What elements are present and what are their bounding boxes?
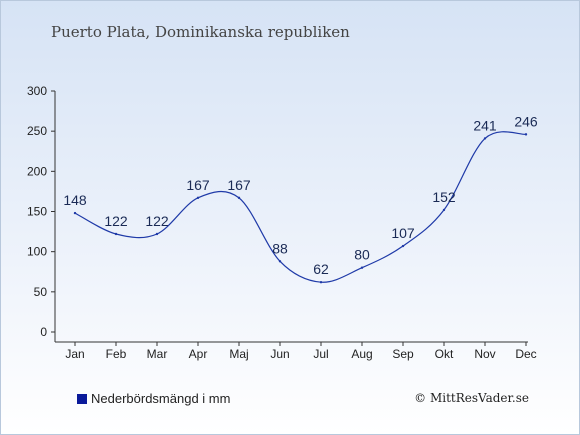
x-tick-label-mar: Mar [147,347,168,361]
y-tick-label: 100 [27,245,47,259]
data-point-aug [360,266,364,269]
data-label-mar: 122 [145,213,169,229]
legend: Nederbördsmängd i mm [77,391,230,406]
x-tick-label-maj: Maj [229,347,248,361]
x-tick-label-jul: Jul [313,347,328,361]
data-label-dec: 246 [514,113,538,129]
data-point-jan [73,211,77,215]
data-point-apr [196,196,200,200]
x-tick-label-jun: Jun [270,347,289,361]
y-tick-label: 50 [34,285,48,299]
data-label-nov: 241 [473,117,497,133]
legend-swatch [77,393,87,404]
data-label-okt: 152 [432,189,456,205]
y-tick-label: 200 [27,164,47,178]
data-label-feb: 122 [104,213,128,229]
data-point-mar [155,232,159,236]
x-tick-label-aug: Aug [351,347,372,361]
data-point-maj [237,196,241,200]
data-label-apr: 167 [186,177,210,193]
legend-label: Nederbördsmängd i mm [91,391,231,406]
copyright-text: © MittResVader.se [414,391,529,405]
data-point-jun [278,260,282,263]
x-tick-label-apr: Apr [189,347,208,361]
y-tick-label: 300 [27,84,47,98]
y-tick-label: 0 [40,325,47,339]
x-tick-label-okt: Okt [435,347,454,361]
series-line [74,131,527,283]
x-tick-label-sep: Sep [392,347,414,361]
x-tick-label-nov: Nov [474,347,495,361]
x-tick-label-jan: Jan [65,347,84,361]
data-point-nov [483,137,487,140]
y-tick-label: 150 [27,205,47,219]
data-label-sep: 107 [391,225,415,241]
chart-title: Puerto Plata, Dominikanska republiken [51,23,350,41]
data-point-okt [442,208,446,212]
data-point-dec [524,133,528,136]
data-label-jun: 88 [272,240,288,256]
x-tick-label-feb: Feb [106,347,127,361]
data-label-maj: 167 [227,177,251,193]
data-label-jan: 148 [63,192,87,208]
data-point-feb [114,232,118,236]
x-tick-label-dec: Dec [515,347,536,361]
data-label-jul: 62 [313,261,329,277]
data-point-jul [319,280,323,284]
data-label-aug: 80 [354,247,370,263]
y-tick-label: 250 [27,124,47,138]
data-point-sep [401,244,405,248]
